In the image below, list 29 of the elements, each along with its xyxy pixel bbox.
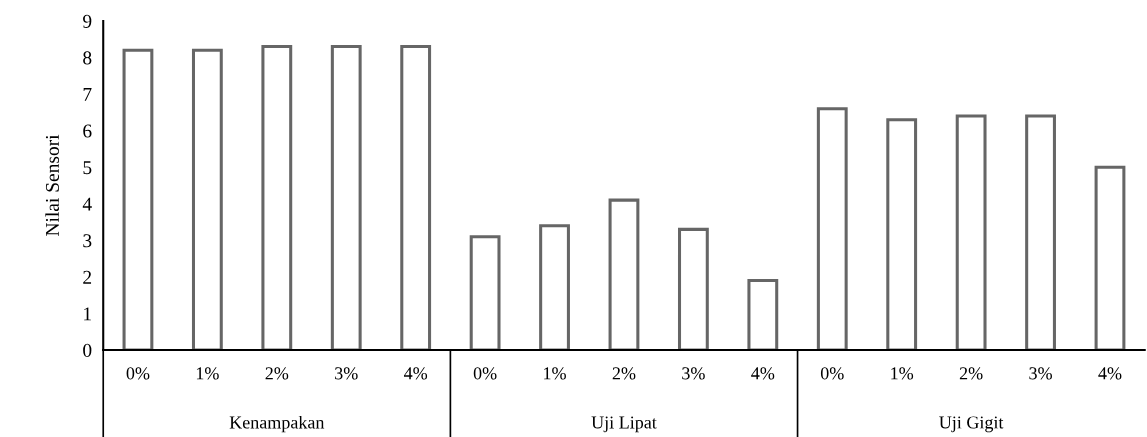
- x-tick-label: 4%: [751, 367, 775, 380]
- y-tick-label: 6: [83, 124, 92, 138]
- x-tick-label: 0%: [820, 367, 844, 380]
- y-tick-label: 5: [83, 161, 92, 175]
- y-tick-label: 2: [83, 270, 92, 284]
- y-tick-label: 4: [82, 197, 92, 211]
- y-tick-label: 1: [84, 307, 91, 321]
- x-tick-label: 4%: [403, 367, 428, 380]
- x-tick-label: 1%: [891, 367, 914, 380]
- y-tick-label: 7: [83, 88, 92, 101]
- x-tick-label: 3%: [1029, 367, 1052, 380]
- x-tick-label: 1%: [196, 367, 219, 380]
- text: Kenampakan: [229, 415, 325, 433]
- x-tick-label: 4%: [1098, 367, 1122, 380]
- x-tick-label: 0%: [126, 367, 150, 380]
- x-tick-label: 3%: [682, 367, 705, 380]
- x-tick-label: 2%: [265, 367, 289, 380]
- y-tick-label: 8: [83, 51, 92, 65]
- y-axis-title: Nilai Sensori: [45, 134, 59, 236]
- x-tick-label: 0%: [473, 367, 497, 380]
- x-tick-label: 1%: [544, 367, 566, 380]
- x-tick-label: 3%: [335, 367, 358, 380]
- y-tick-label: 9: [83, 14, 92, 28]
- text: Uji Lipat: [591, 416, 657, 433]
- x-tick-label: 2%: [959, 367, 983, 380]
- y-tick-label: 3: [83, 234, 92, 248]
- y-tick-label: 0: [83, 343, 92, 357]
- text: Uji Gigit: [939, 416, 1004, 433]
- x-tick-label: 2%: [612, 367, 636, 380]
